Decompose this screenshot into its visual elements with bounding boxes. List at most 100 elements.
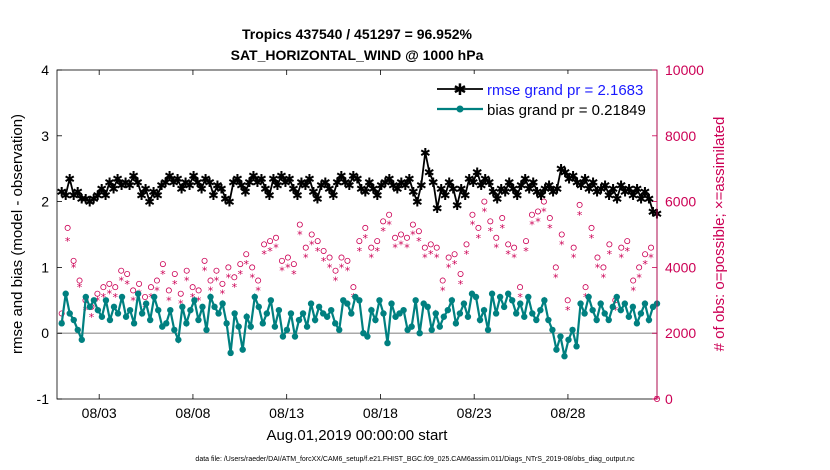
possible-obs-point [421, 244, 428, 251]
rmse-point: ✱ [172, 173, 183, 188]
bias-point [593, 316, 600, 324]
bias-point [629, 303, 637, 311]
bias-point [609, 303, 616, 311]
possible-obs-point [374, 238, 381, 245]
possible-obs-point [368, 244, 375, 251]
bias-point [376, 297, 383, 304]
bias-point [106, 316, 114, 324]
bias-point [597, 300, 604, 307]
rmse-point: ✱ [552, 182, 563, 197]
assimilated-obs-point: * [363, 232, 369, 245]
bias-point [400, 306, 407, 314]
bias-point [424, 303, 431, 311]
bias-point [504, 290, 512, 297]
bias-point [452, 320, 460, 327]
bias-point [577, 300, 584, 307]
rmse-point: ✱ [440, 189, 451, 204]
assimilated-obs-point: * [118, 275, 124, 288]
possible-obs-point [356, 238, 363, 245]
rmse-point: ✱ [56, 186, 67, 201]
assimilated-obs-point: * [630, 284, 636, 297]
possible-obs-point [219, 280, 226, 287]
possible-obs-point [570, 244, 577, 251]
bias-point [344, 300, 351, 307]
possible-obs-point [624, 238, 631, 245]
bias-point [368, 306, 375, 314]
rmse-point: ✱ [468, 176, 479, 191]
bias-point [142, 300, 150, 307]
assimilated-obs-point: * [654, 393, 660, 406]
data-file-footer: data file: /Users/raeder/DAI/ATM_forcXX/… [195, 456, 635, 463]
rmse-point: ✱ [608, 182, 619, 197]
assimilated-obs-point: * [303, 252, 309, 265]
rmse-point: ✱ [536, 189, 547, 204]
assimilated-obs-point: * [214, 275, 220, 288]
bias-point [545, 316, 552, 324]
rmse-point: ✱ [648, 205, 659, 220]
rmse-point: ✱ [244, 176, 255, 191]
bias-point [287, 310, 295, 317]
bias-point [259, 320, 267, 327]
possible-obs-point [427, 241, 434, 248]
bias-point [472, 293, 480, 301]
rmse-point: ✱ [612, 192, 623, 207]
rmse-point: ✱ [236, 179, 247, 194]
rmse-point: ✱ [376, 179, 387, 194]
assimilated-obs-point: * [255, 284, 261, 297]
rmse-point: ✱ [516, 179, 527, 194]
rmse-point: ✱ [276, 169, 287, 184]
possible-obs-point [588, 224, 595, 231]
rmse-point: ✱ [356, 182, 367, 197]
rmse-point: ✱ [128, 169, 139, 184]
bias-point [187, 306, 194, 314]
possible-obs-point [523, 238, 530, 245]
assimilated-obs-point: * [511, 252, 517, 265]
bias-point [476, 316, 484, 324]
rmse-point: ✱ [628, 189, 639, 204]
assimilated-obs-point: * [339, 261, 345, 274]
legend-box [432, 74, 654, 120]
possible-obs-point [278, 257, 285, 264]
bias-point [460, 300, 468, 307]
possible-obs-point [159, 261, 166, 268]
assimilated-obs-point: * [488, 225, 494, 238]
bias-point [428, 326, 435, 334]
rmse-point: ✱ [60, 189, 71, 204]
rmse-point: ✱ [240, 186, 251, 201]
bias-point [191, 297, 198, 304]
possible-obs-point [409, 221, 416, 228]
rmse-point: ✱ [448, 182, 459, 197]
bias-point [613, 293, 620, 301]
y-left-tick-label: 0 [41, 325, 49, 341]
bias-point [263, 310, 271, 317]
y-right-tick-label: 10000 [665, 62, 704, 78]
bias-point [167, 306, 174, 314]
rmse-point: ✱ [396, 176, 407, 191]
rmse-point: ✱ [444, 176, 455, 191]
rmse-point: ✱ [88, 192, 99, 207]
bias-point [388, 300, 395, 307]
possible-obs-point [124, 270, 131, 277]
rmse-point: ✱ [64, 173, 75, 188]
possible-obs-point [350, 284, 357, 291]
possible-obs-point [142, 294, 149, 301]
possible-obs-point [445, 254, 452, 261]
bias-point [432, 310, 439, 317]
rmse-point: ✱ [620, 186, 631, 201]
rmse-point: ✱ [176, 182, 187, 197]
assimilated-obs-point: * [345, 265, 351, 278]
assimilated-obs-point: * [107, 288, 113, 301]
rmse-point: ✱ [632, 182, 643, 197]
assimilated-obs-point: * [440, 284, 446, 297]
bias-point [74, 326, 81, 334]
rmse-point: ✱ [140, 182, 151, 197]
bias-point [58, 320, 65, 327]
bias-point [525, 293, 532, 301]
rmse-point: ✱ [464, 173, 475, 188]
bias-point [569, 326, 576, 334]
rmse-point: ✱ [108, 182, 119, 197]
possible-obs-point [100, 284, 107, 291]
possible-obs-point [600, 264, 607, 271]
legend-bias-label: bias grand pr = 0.21849 [487, 102, 646, 119]
